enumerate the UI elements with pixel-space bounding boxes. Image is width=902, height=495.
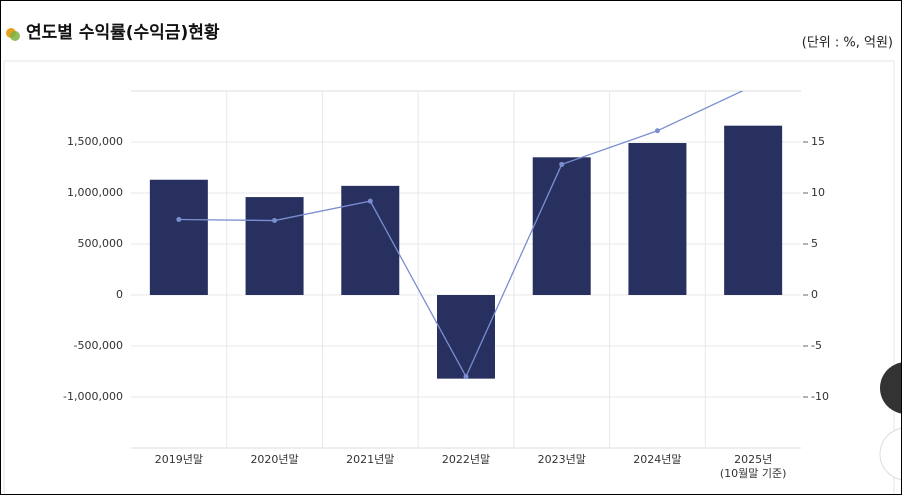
unit-label: (단위 : %, 억원) (802, 36, 893, 51)
bar (149, 179, 208, 295)
y-tick-label: 0 (116, 288, 123, 301)
line-point (176, 217, 182, 223)
bar (724, 125, 783, 296)
plot (149, 83, 783, 380)
line-point (751, 83, 756, 88)
y2-tick-label: -10 (811, 390, 829, 403)
x-tick-label: 2024년말 (633, 453, 682, 466)
side-button[interactable] (880, 362, 901, 414)
bar (532, 157, 591, 295)
bar (341, 185, 400, 295)
line-point (367, 198, 373, 204)
panel (3, 60, 895, 494)
y-tick-label: 1,000,000 (67, 186, 123, 199)
y-tick-label: 500,000 (78, 237, 124, 250)
bar (437, 295, 495, 379)
y2-tick-label: 15 (811, 135, 825, 148)
x-tick-label: 2025년 (10월말 기준) (719, 453, 787, 480)
line-point (463, 374, 469, 380)
y2-tick-label: 0 (811, 288, 818, 301)
y-tick-label: -500,000 (74, 339, 123, 352)
line-point (559, 161, 565, 167)
y2-tick-label: 5 (811, 237, 818, 250)
y-tick-label: 1,500,000 (67, 135, 123, 148)
side-button[interactable] (879, 427, 901, 481)
x-tick-label: 2023년말 (537, 453, 586, 466)
y-tick-label: -1,000,000 (63, 390, 123, 403)
y2-tick-label: 10 (811, 186, 825, 199)
x-tick-label: 2022년말 (441, 453, 491, 466)
title-icon (10, 31, 20, 41)
bar (245, 197, 304, 295)
line-point (272, 218, 278, 224)
x-tick-label: 2019년말 (154, 453, 203, 466)
y2-tick-label: -5 (811, 339, 822, 352)
line-point (654, 128, 660, 134)
x-tick-label: 2021년말 (346, 453, 395, 466)
bar (628, 143, 687, 295)
x-tick-label: 2020년말 (250, 453, 299, 466)
chart-title: 연도별 수익률(수익금)현황 (26, 23, 220, 43)
